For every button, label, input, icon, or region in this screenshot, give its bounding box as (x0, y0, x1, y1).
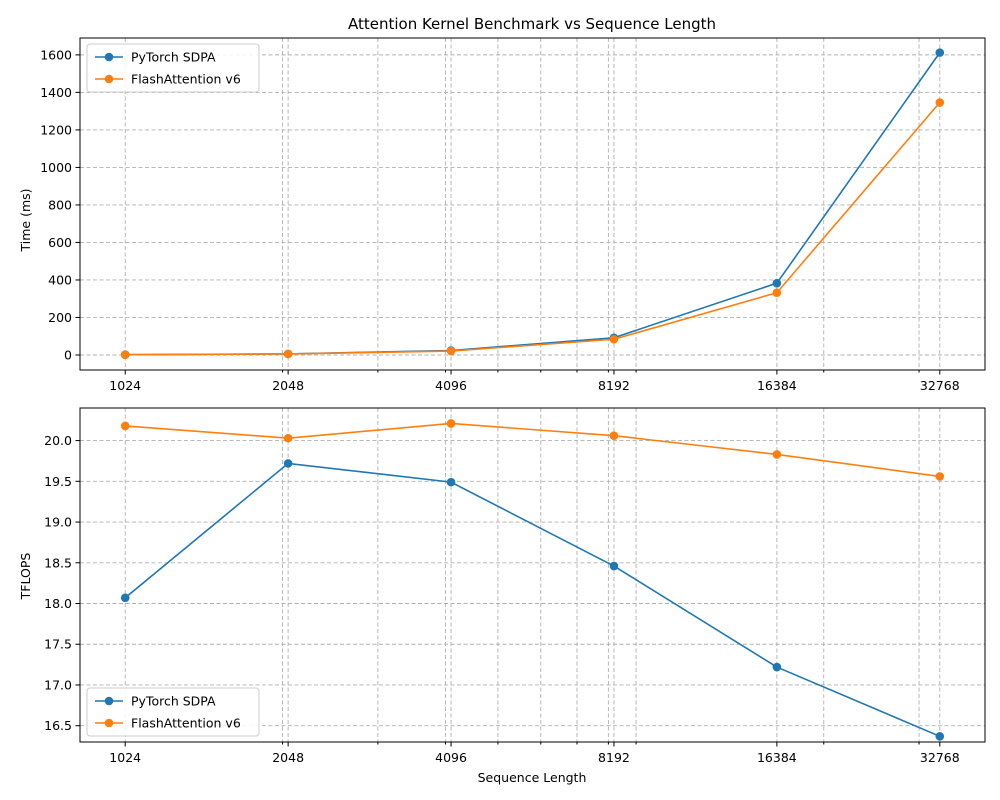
time-plot-frame (79, 37, 986, 371)
chart-title: Attention Kernel Benchmark vs Sequence L… (348, 15, 716, 33)
time-series-line-flashattention-v6 (125, 101, 941, 356)
time-y-tick-label: 600 (48, 235, 72, 250)
tflops-point-pytorch-sdpa (446, 477, 456, 487)
time-x-tick-label: 8192 (598, 378, 630, 393)
tflops-x-tick-label: 32768 (920, 750, 960, 765)
time-point-pytorch-sdpa (772, 278, 782, 288)
tflops-y-tick-label: 18.5 (44, 555, 72, 570)
tflops-y-tick-label: 17.5 (44, 637, 72, 652)
tflops-legend-label: PyTorch SDPA (131, 694, 216, 709)
tflops-x-tick-label: 4096 (435, 750, 467, 765)
time-y-tick-label: 1600 (40, 47, 72, 62)
time-y-tick-label: 1400 (40, 85, 72, 100)
time-legend-marker (104, 52, 114, 62)
tflops-point-flashattention-v6 (120, 421, 130, 431)
tflops-y-tick-label: 16.5 (44, 718, 72, 733)
time-y-tick-label: 800 (48, 197, 72, 212)
tflops-y-tick-label: 20.0 (44, 433, 72, 448)
time-point-flashattention-v6 (120, 350, 130, 360)
tflops-legend-marker (104, 718, 114, 728)
tflops-series-line-flashattention-v6 (125, 422, 940, 478)
time-legend-label: FlashAttention v6 (131, 72, 241, 87)
time-y-tick-label: 1000 (40, 160, 72, 175)
time-point-pytorch-sdpa (935, 48, 945, 57)
time-legend-box (86, 43, 260, 93)
tflops-series-line-pytorch-sdpa (124, 462, 941, 738)
time-point-flashattention-v6 (772, 288, 782, 298)
tflops-y-tick-label: 19.5 (44, 474, 72, 489)
tflops-legend-box (86, 687, 260, 737)
tflops-point-pytorch-sdpa (609, 561, 619, 571)
tflops-legend-marker (104, 696, 114, 706)
time-x-tick-label: 16384 (757, 378, 797, 393)
tflops-point-pytorch-sdpa (935, 731, 945, 741)
tflops-y-tick-label: 18.0 (44, 596, 72, 611)
time-legend-label: PyTorch SDPA (131, 50, 216, 65)
tflops-point-pytorch-sdpa (120, 593, 130, 603)
time-y-axis-label: Time (ms) (18, 188, 33, 252)
tflops-y-tick-label: 19.0 (44, 515, 72, 530)
time-point-flashattention-v6 (446, 346, 456, 356)
time-y-tick-label: 1200 (40, 122, 72, 137)
tflops-x-tick-label: 1024 (109, 750, 141, 765)
tflops-legend-label: FlashAttention v6 (131, 716, 241, 731)
time-x-tick-label: 2048 (272, 378, 304, 393)
tflops-x-tick-label: 8192 (598, 750, 630, 765)
tflops-point-flashattention-v6 (609, 431, 619, 440)
tflops-x-tick-label: 2048 (272, 750, 304, 765)
tflops-point-pytorch-sdpa (772, 662, 782, 672)
tflops-point-pytorch-sdpa (283, 459, 293, 468)
time-legend-marker (104, 74, 114, 84)
tflops-point-flashattention-v6 (283, 433, 293, 443)
tflops-plot-frame (79, 407, 986, 743)
time-x-tick-label: 32768 (920, 378, 960, 393)
time-point-flashattention-v6 (609, 334, 619, 344)
time-panel: 1024 2048 4096 8192 16384 32768 0 200 400 600 800 1… (40, 37, 986, 393)
time-y-tick-label: 200 (48, 310, 72, 325)
tflops-x-tick-label: 16384 (757, 750, 797, 765)
tflops-point-flashattention-v6 (446, 419, 456, 428)
tflops-y-tick-label: 17.0 (44, 677, 72, 692)
time-y-tick-label: 0 (64, 347, 72, 362)
time-x-tick-label: 1024 (109, 378, 141, 393)
time-y-tick-label: 400 (48, 272, 72, 287)
tflops-y-axis-label: TFLOPS (18, 553, 33, 601)
time-x-tick-label: 4096 (435, 378, 467, 393)
time-legend: PyTorch SDPA FlashAttention v6 (86, 43, 260, 93)
time-point-flashattention-v6 (283, 349, 293, 359)
tflops-point-flashattention-v6 (772, 450, 782, 459)
x-axis-label: Sequence Length (478, 770, 587, 785)
tflops-panel: 1024 2048 4096 8192 16384 32768 16.5 17.0 17.5 18… (44, 407, 986, 765)
tflops-legend: PyTorch SDPA FlashAttention v6 (86, 687, 260, 737)
tflops-point-flashattention-v6 (935, 472, 945, 481)
time-point-flashattention-v6 (935, 98, 945, 107)
